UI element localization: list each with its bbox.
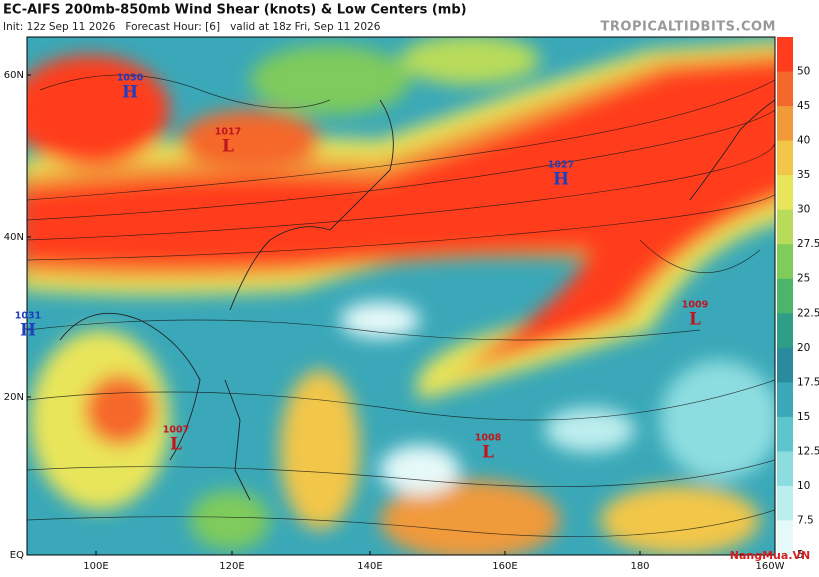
center-value: 1017 <box>215 127 241 138</box>
colorbar-label: 40 <box>797 135 810 147</box>
colorbar-label: 50 <box>797 66 810 78</box>
colorbar-swatch <box>777 520 793 556</box>
center-value: 1009 <box>682 300 708 311</box>
colorbar-swatch <box>777 278 793 314</box>
colorbar-swatch <box>777 451 793 487</box>
streamlines <box>27 74 775 537</box>
colorbar-label: 35 <box>797 169 810 181</box>
colorbar-label: 30 <box>797 204 810 216</box>
center-symbol: L <box>222 137 234 157</box>
colorbar-label: 25 <box>797 273 810 285</box>
lon-label: 180 <box>630 561 649 572</box>
lat-label: 20N <box>4 392 24 403</box>
colorbar-swatch <box>777 244 793 280</box>
center-value: 1007 <box>163 425 189 436</box>
colorbar-swatch <box>777 416 793 452</box>
shear-field <box>27 37 775 555</box>
colorbar-swatch <box>777 209 793 245</box>
colorbar-swatch <box>777 175 793 211</box>
colorbar-label: 12.5 <box>797 445 819 457</box>
center-value: 1027 <box>548 160 574 171</box>
colorbar-label: 5 <box>797 549 804 561</box>
lon-label: 100E <box>83 561 108 572</box>
colorbar-swatch <box>777 106 793 142</box>
center-symbol: L <box>689 310 701 330</box>
colorbar-label: 45 <box>797 100 810 112</box>
colorbar-swatch <box>777 37 793 73</box>
colorbar-label: 17.5 <box>797 376 819 388</box>
center-symbol: H <box>20 321 36 341</box>
lon-label: 160W <box>756 561 785 572</box>
colorbar-label: 20 <box>797 342 810 354</box>
watermark: NangMua.VN <box>730 549 810 562</box>
colorbar-label: 22.5 <box>797 307 819 319</box>
map-frame <box>26 36 776 556</box>
center-value: 1008 <box>475 433 502 444</box>
site-name: TROPICALTIDBITS.COM <box>601 20 776 35</box>
lon-label: 120E <box>219 561 244 572</box>
colorbar-label: 27.5 <box>797 238 819 250</box>
center-symbol: H <box>122 83 138 103</box>
colorbar-swatch <box>777 313 793 349</box>
lat-label: EQ <box>10 550 24 561</box>
center-symbol: L <box>170 435 182 455</box>
subtitle: Init: 12z Sep 11 2026 Forecast Hour: [6]… <box>3 21 381 33</box>
lon-label: 140E <box>357 561 382 572</box>
lat-label: 60N <box>4 70 24 81</box>
colorbar-swatch <box>777 485 793 521</box>
lon-label: 160E <box>492 561 517 572</box>
colorbar-label: 7.5 <box>797 514 814 526</box>
center-value: 1031 <box>15 311 41 322</box>
title: EC-AIFS 200mb-850mb Wind Shear (knots) &… <box>3 3 467 18</box>
lat-label: 40N <box>4 232 24 243</box>
coastlines <box>59 99 775 501</box>
center-symbol: L <box>482 443 494 463</box>
center-value: 1030 <box>117 73 144 84</box>
colorbar-label: 15 <box>797 411 810 423</box>
center-symbol: H <box>553 170 569 190</box>
colorbar-label: 10 <box>797 480 810 492</box>
colorbar-swatch <box>777 382 793 418</box>
colorbar-swatch <box>777 347 793 383</box>
colorbar-swatch <box>777 140 793 176</box>
colorbar-swatch <box>777 71 793 107</box>
